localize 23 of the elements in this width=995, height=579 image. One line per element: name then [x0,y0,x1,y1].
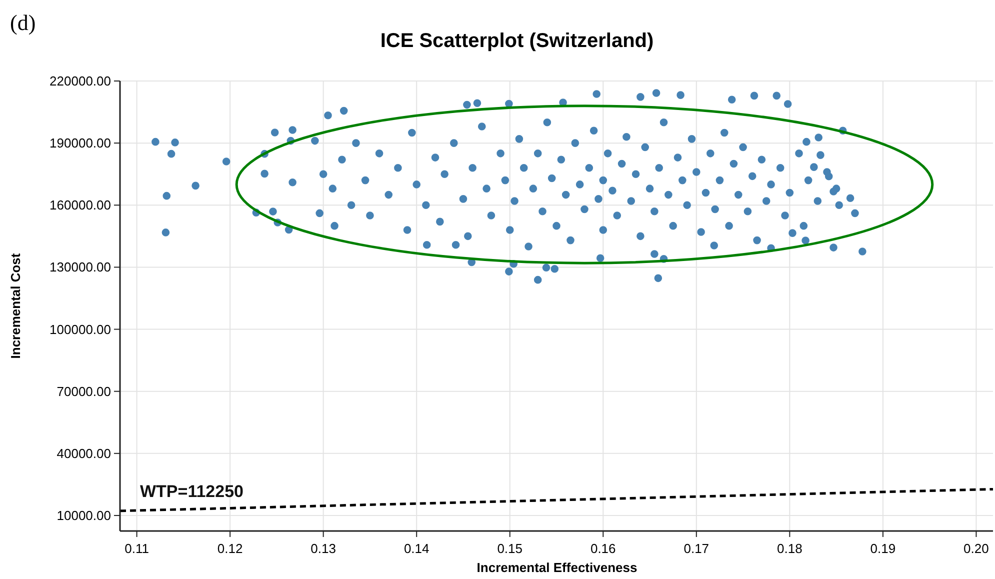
y-tick-label: 190000.00 [50,136,111,151]
x-tick-label: 0.13 [310,541,336,556]
y-tick-label: 130000.00 [50,260,111,275]
y-tick-label: 40000.00 [56,446,111,461]
y-axis-title: Incremental Cost [8,252,23,359]
y-tick-label: 10000.00 [56,508,111,523]
x-tick-label: 0.17 [684,541,710,556]
y-tick-label: 220000.00 [50,74,111,88]
x-tick-label: 0.11 [124,541,149,556]
y-tick-label: 100000.00 [50,322,111,337]
x-tick-label: 0.19 [870,541,896,556]
x-tick-label: 0.20 [964,541,989,556]
chart-title: ICE Scatterplot (Switzerland) [380,30,654,52]
y-tick-label: 70000.00 [56,384,111,399]
x-tick-label: 0.12 [217,541,243,556]
x-tick-label: 0.15 [497,541,523,556]
x-tick-label: 0.18 [777,541,802,556]
y-tick-label: 160000.00 [50,198,111,213]
text: (d) [10,10,36,35]
x-tick-label: 0.16 [590,541,616,556]
series-label: WTP=112250 [140,482,244,501]
x-axis-title: Incremental Effectiveness [476,560,638,575]
x-tick-label: 0.14 [404,541,430,556]
